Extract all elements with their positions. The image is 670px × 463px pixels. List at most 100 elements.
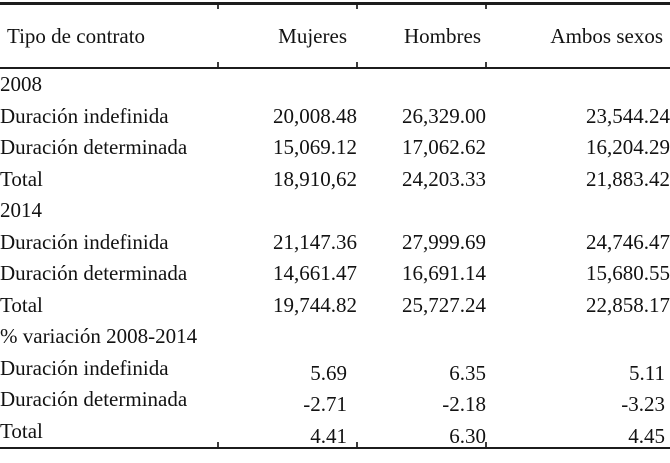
cell-value: 20,008.48 xyxy=(273,103,357,128)
cell-value: 23,544.24 xyxy=(586,103,670,128)
cell-value: 26,329.00 xyxy=(402,103,486,128)
row-label: Duración indefinida xyxy=(0,229,169,254)
cell-value: 6.30 xyxy=(449,423,486,448)
header-row: Tipo de contrato Mujeres Hombres Ambos s… xyxy=(0,3,670,69)
column-border-tick xyxy=(356,62,358,67)
table-row: Duración determinada 14,661.47 16,691.14… xyxy=(0,258,670,290)
cell-value: 14,661.47 xyxy=(273,261,357,286)
column-border-tick xyxy=(485,5,487,9)
cell-hombres: 24,203.33 xyxy=(357,164,486,196)
section-row-2008: 2008 xyxy=(0,68,670,101)
column-border-tick xyxy=(485,62,487,67)
cell-value: 6.35 xyxy=(449,360,486,384)
cell-value: 21,883.42 xyxy=(586,166,670,191)
row-label: Duración indefinida xyxy=(0,355,169,380)
cell-ambos-sexos: 21,883.42 xyxy=(486,164,670,196)
cell-value: 27,999.69 xyxy=(402,229,486,254)
column-border-tick xyxy=(217,442,219,447)
cell-hombres: 27,999.69 xyxy=(357,227,486,259)
row-label: Total xyxy=(0,292,43,317)
cell-value: 19,744.82 xyxy=(273,292,357,317)
cell-value: -2.18 xyxy=(442,392,486,416)
contracts-salary-table: Tipo de contrato Mujeres Hombres Ambos s… xyxy=(0,2,670,449)
section-label: 2008 xyxy=(0,72,42,97)
table-row: Duración indefinida 5.69 6.35 5.11 xyxy=(0,353,670,384)
cell-mujeres: 4.41 xyxy=(218,416,357,449)
cell-value: 4.45 xyxy=(628,423,665,448)
cell-hombres: 6.35 xyxy=(357,353,486,384)
cell-value: 4.41 xyxy=(310,423,347,448)
cell-value: -2.71 xyxy=(303,392,347,416)
table-row: Total 19,744.82 25,727.24 22,858.17 xyxy=(0,290,670,322)
cell-ambos-sexos: 24,746.47 xyxy=(486,227,670,259)
empty-cell xyxy=(218,68,357,101)
cell-value: 16,691.14 xyxy=(402,261,486,286)
empty-cell xyxy=(218,195,357,227)
table-row: Total 4.41 6.30 4.45 xyxy=(0,416,670,449)
cell-hombres: 6.30 xyxy=(357,416,486,449)
column-border-tick xyxy=(217,62,219,67)
row-label: Duración indefinida xyxy=(0,103,169,128)
cell-ambos-sexos: 22,858.17 xyxy=(486,290,670,322)
cell-mujeres: 19,744.82 xyxy=(218,290,357,322)
cell-value: 5.11 xyxy=(629,360,665,384)
cell-ambos-sexos: 23,544.24 xyxy=(486,101,670,133)
row-label: Total xyxy=(0,166,43,191)
cell-value: 17,062.62 xyxy=(402,135,486,160)
row-label: Duración determinada xyxy=(0,135,188,160)
empty-cell xyxy=(218,321,357,353)
col-header-tipo-de-contrato: Tipo de contrato xyxy=(0,3,218,69)
empty-cell xyxy=(486,321,670,353)
column-border-tick xyxy=(356,5,358,9)
cell-value: 15,680.55 xyxy=(586,261,670,286)
row-label: Duración determinada xyxy=(0,387,188,412)
cell-mujeres: 14,661.47 xyxy=(218,258,357,290)
cell-value: 25,727.24 xyxy=(402,292,486,317)
empty-cell xyxy=(486,195,670,227)
cell-mujeres: 20,008.48 xyxy=(218,101,357,133)
section-label: % variación 2008-2014 xyxy=(0,324,198,349)
empty-cell xyxy=(357,68,486,101)
cell-ambos-sexos: 5.11 xyxy=(486,353,670,384)
col-header-hombres: Hombres xyxy=(357,3,486,69)
table-row: Duración indefinida 21,147.36 27,999.69 … xyxy=(0,227,670,259)
column-border-tick xyxy=(356,442,358,447)
cell-value: 18,910,62 xyxy=(273,166,357,191)
section-row-2014: 2014 xyxy=(0,195,670,227)
cell-hombres: 16,691.14 xyxy=(357,258,486,290)
table: Tipo de contrato Mujeres Hombres Ambos s… xyxy=(0,2,670,449)
cell-hombres: 25,727.24 xyxy=(357,290,486,322)
col-header-mujeres: Mujeres xyxy=(218,3,357,69)
cell-ambos-sexos: 16,204.29 xyxy=(486,132,670,164)
cell-value: 24,203.33 xyxy=(402,166,486,191)
empty-cell xyxy=(357,195,486,227)
column-border-tick xyxy=(485,442,487,447)
cell-hombres: 17,062.62 xyxy=(357,132,486,164)
cell-value: -3.23 xyxy=(621,392,665,416)
cell-value: 22,858.17 xyxy=(586,292,670,317)
table-row: Duración determinada -2.71 -2.18 -3.23 xyxy=(0,384,670,416)
cell-mujeres: -2.71 xyxy=(218,384,357,416)
cell-hombres: -2.18 xyxy=(357,384,486,416)
row-label: Total xyxy=(0,418,43,443)
col-header-ambos-sexos: Ambos sexos xyxy=(486,3,670,69)
cell-hombres: 26,329.00 xyxy=(357,101,486,133)
table-row: Duración indefinida 20,008.48 26,329.00 … xyxy=(0,101,670,133)
row-label: Duración determinada xyxy=(0,261,188,286)
cell-value: 5.69 xyxy=(310,360,347,384)
cell-ambos-sexos: 15,680.55 xyxy=(486,258,670,290)
section-label: 2014 xyxy=(0,198,42,223)
cell-ambos-sexos: 4.45 xyxy=(486,416,670,449)
table-row: Duración determinada 15,069.12 17,062.62… xyxy=(0,132,670,164)
empty-cell xyxy=(357,321,486,353)
cell-value: 16,204.29 xyxy=(586,135,670,160)
section-row-variacion: % variación 2008-2014 xyxy=(0,321,670,353)
cell-mujeres: 21,147.36 xyxy=(218,227,357,259)
cell-mujeres: 5.69 xyxy=(218,353,357,384)
cell-mujeres: 18,910,62 xyxy=(218,164,357,196)
cell-value: 21,147.36 xyxy=(273,229,357,254)
column-border-tick xyxy=(217,5,219,9)
table-row: Total 18,910,62 24,203.33 21,883.42 xyxy=(0,164,670,196)
cell-ambos-sexos: -3.23 xyxy=(486,384,670,416)
